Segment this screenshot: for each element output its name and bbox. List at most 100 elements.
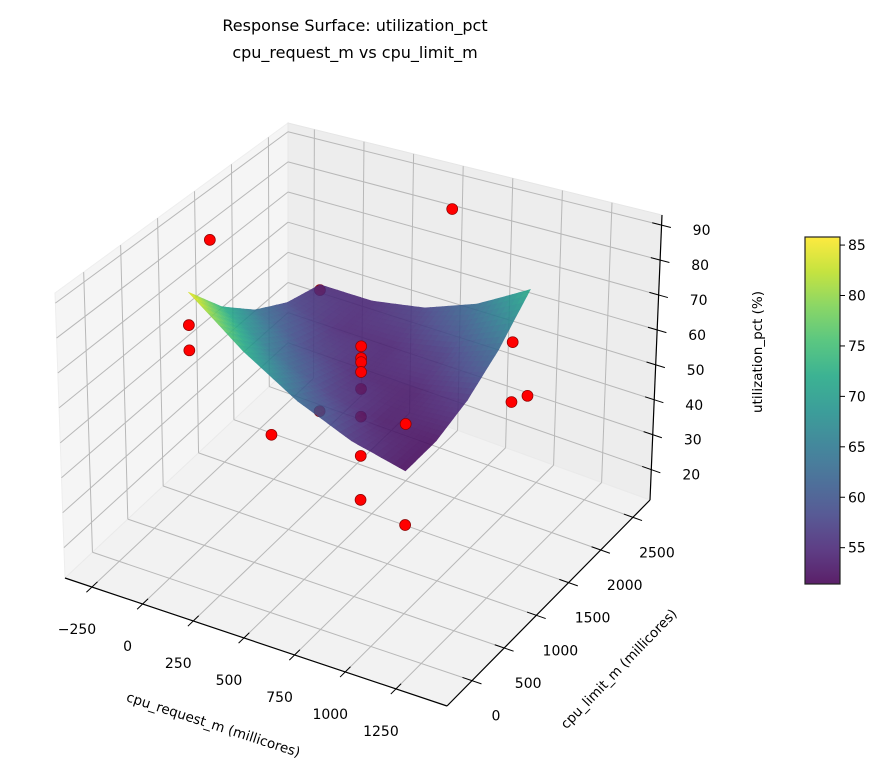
z-tick-label: 30 xyxy=(684,433,702,449)
x-tick-label: 1250 xyxy=(363,724,399,740)
x-tick-mark xyxy=(288,649,301,661)
data-point xyxy=(203,234,216,246)
data-point xyxy=(355,366,367,378)
z-gridline-left-wall xyxy=(58,221,289,409)
y-gridline-left-wall xyxy=(194,191,200,453)
x-tick-label: 250 xyxy=(165,656,192,672)
z-gridline-left-wall xyxy=(63,342,289,548)
y-tick-mark xyxy=(559,578,578,587)
z-tick-mark xyxy=(646,361,666,369)
chart-title: Response Surface: utilization_pct xyxy=(222,16,487,36)
z-tick-mark xyxy=(649,291,669,299)
x-tick-mark xyxy=(339,666,351,678)
y-tick-mark xyxy=(591,546,611,554)
z-tick-label: 50 xyxy=(687,363,705,379)
y-tick-label: 500 xyxy=(515,676,542,692)
data-point xyxy=(506,336,519,349)
y-tick-label: 0 xyxy=(492,709,501,725)
y-axis-line xyxy=(446,499,651,707)
colorbar-tick-label: 80 xyxy=(848,289,866,305)
z-gridline-back-wall xyxy=(287,161,661,261)
y-tick-mark xyxy=(526,611,546,620)
y-tick-mark xyxy=(462,676,482,685)
z-gridline-left-wall xyxy=(56,161,289,339)
x-tick-label: −250 xyxy=(58,622,96,638)
y-gridline-floor xyxy=(92,551,473,682)
y-gridline-left-wall xyxy=(230,164,235,420)
x-gridline-floor xyxy=(395,482,602,690)
x-tick-label: 1000 xyxy=(312,707,348,723)
x-tick-mark xyxy=(390,683,402,695)
x-gridline-floor xyxy=(344,464,554,673)
chart-subtitle: cpu_request_m vs cpu_limit_m xyxy=(232,43,477,63)
x-tick-mark xyxy=(238,632,250,644)
x-gridline-floor xyxy=(294,447,506,656)
z-tick-label: 40 xyxy=(685,398,703,414)
x-tick-label: 500 xyxy=(216,673,243,689)
data-point xyxy=(399,418,412,430)
y-gridline-floor xyxy=(127,518,505,649)
data-point xyxy=(354,450,367,462)
z-gridline-left-wall xyxy=(59,251,289,444)
y-gridline-floor xyxy=(233,419,601,551)
data-point xyxy=(183,319,195,331)
y-gridline-left-wall xyxy=(83,272,93,553)
z-tick-label: 60 xyxy=(688,328,706,344)
z-tick-label: 20 xyxy=(682,468,700,484)
x-gridline-floor xyxy=(91,377,314,588)
surface-facet xyxy=(398,464,410,472)
y-tick-label: 2000 xyxy=(607,578,643,594)
x-tick-label: 0 xyxy=(123,639,132,655)
y-tick-mark xyxy=(623,513,643,522)
x-tick-label: 750 xyxy=(266,690,293,706)
z-tick-mark xyxy=(652,222,672,228)
colorbar-tick-label: 70 xyxy=(848,389,866,405)
y-gridline-left-wall xyxy=(157,218,164,487)
x-axis-line xyxy=(64,577,448,707)
data-point xyxy=(446,203,459,215)
z-tick-mark xyxy=(642,465,661,474)
z-gridline-back-wall xyxy=(287,221,658,331)
x-tick-mark xyxy=(187,615,200,627)
tick-labels: −250 0 250 500 750 1000 1250 0 500 1000 1500 2000 25… xyxy=(58,223,711,740)
surface-facet xyxy=(188,291,199,301)
colorbar-tick-label: 55 xyxy=(848,541,866,557)
z-gridline-left-wall xyxy=(55,131,289,304)
axis-lines xyxy=(64,214,672,707)
z-tick-mark xyxy=(643,431,663,439)
data-point xyxy=(265,428,278,441)
y-tick-label: 1000 xyxy=(543,643,579,659)
scatter-points-front xyxy=(203,203,519,430)
data-point xyxy=(355,340,368,353)
z-tick-label: 80 xyxy=(691,258,709,274)
z-tick-mark xyxy=(644,396,664,404)
data-point xyxy=(354,494,367,506)
data-point xyxy=(399,519,411,531)
z-gridline-back-wall xyxy=(287,131,662,226)
data-point xyxy=(505,396,518,408)
response-surface xyxy=(188,284,531,472)
colorbar: 55 60 65 70 75 80 85 xyxy=(804,236,866,585)
z-axis-label: utilization_pct (%) xyxy=(750,291,766,413)
z-tick-label: 70 xyxy=(690,293,708,309)
x-gridline-back-wall xyxy=(553,190,563,466)
x-tick-mark xyxy=(86,581,98,593)
z-gridline-back-wall xyxy=(287,191,659,296)
colorbar-tick-label: 60 xyxy=(848,490,866,506)
y-tick-mark xyxy=(494,644,514,652)
y-tick-label: 2500 xyxy=(639,545,675,561)
colorbar-tick-label: 75 xyxy=(848,339,866,355)
z-tick-mark xyxy=(647,326,667,334)
x-gridline-floor xyxy=(142,395,362,605)
z-axis-line xyxy=(649,214,663,501)
colorbar-tick-label: 65 xyxy=(848,440,866,456)
data-point xyxy=(183,344,196,357)
x-tick-mark xyxy=(136,598,149,610)
z-tick-mark xyxy=(650,257,670,263)
x-gridline-back-wall xyxy=(601,202,613,483)
y-gridline-left-wall xyxy=(120,245,129,520)
x-gridline-floor xyxy=(243,430,458,639)
colorbar-gradient xyxy=(804,236,841,585)
